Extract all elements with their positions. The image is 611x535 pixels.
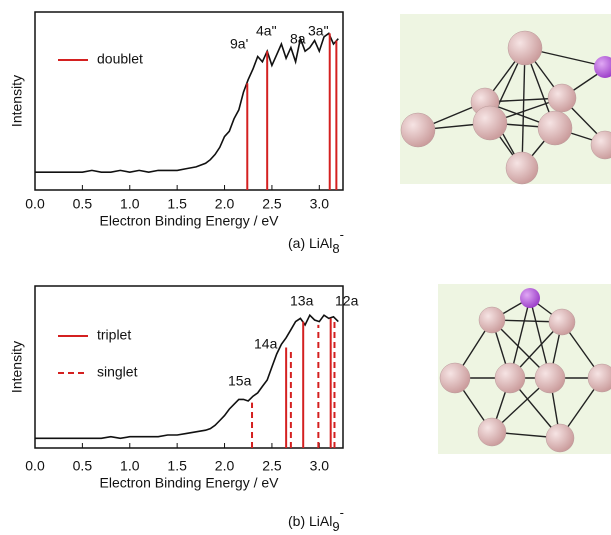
- x-tick-label: 0.0: [25, 458, 45, 474]
- x-tick-label: 1.5: [167, 458, 187, 474]
- x-tick-label: 3.0: [310, 196, 330, 212]
- spectrum-line: [35, 315, 338, 438]
- caption-text: (b) LiAl: [288, 513, 332, 529]
- peak-label: 14a: [254, 336, 278, 352]
- legend-label: doublet: [97, 51, 143, 67]
- peak-label: 8a: [290, 31, 306, 47]
- caption-subscript: 9: [332, 519, 339, 534]
- x-tick-label: 3.0: [310, 458, 330, 474]
- caption: (b) LiAl9-: [288, 505, 344, 534]
- legend-label: singlet: [97, 364, 138, 380]
- peak-label: 4a": [256, 23, 277, 39]
- x-tick-label: 0.0: [25, 196, 45, 212]
- x-tick-label: 2.0: [215, 196, 235, 212]
- y-axis-label: Intensity: [9, 341, 25, 393]
- molecule-b: [438, 284, 611, 454]
- peak-label: 13a: [290, 293, 314, 309]
- x-axis-label: Electron Binding Energy / eV: [100, 475, 280, 491]
- caption-text: (a) LiAl: [288, 235, 332, 251]
- caption: (a) LiAl8-: [288, 227, 344, 256]
- spectrum-line: [35, 33, 338, 172]
- peak-label: 9a': [230, 36, 248, 52]
- x-tick-label: 1.5: [167, 196, 187, 212]
- x-tick-label: 2.0: [215, 458, 235, 474]
- x-tick-label: 2.5: [262, 458, 282, 474]
- peak-label: 15a: [228, 373, 252, 389]
- legend-label: triplet: [97, 327, 131, 343]
- plot-frame: [35, 286, 343, 448]
- molecule-a: [400, 14, 611, 184]
- peak-label: 3a": [308, 23, 329, 39]
- peak-label: 12a: [335, 293, 359, 309]
- x-tick-label: 0.5: [73, 458, 93, 474]
- x-tick-label: 2.5: [262, 196, 282, 212]
- x-tick-label: 0.5: [73, 196, 93, 212]
- x-tick-label: 1.0: [120, 196, 140, 212]
- figure: 0.0 0.5 1.0 1.5 2.0 2.5 3.0 Electron Binding En…: [0, 0, 611, 535]
- y-axis-label: Intensity: [9, 75, 25, 127]
- caption-superscript: -: [340, 505, 344, 520]
- x-tick-label: 1.0: [120, 458, 140, 474]
- caption-superscript: -: [340, 227, 344, 242]
- x-axis-label: Electron Binding Energy / eV: [100, 213, 280, 229]
- caption-subscript: 8: [332, 241, 339, 256]
